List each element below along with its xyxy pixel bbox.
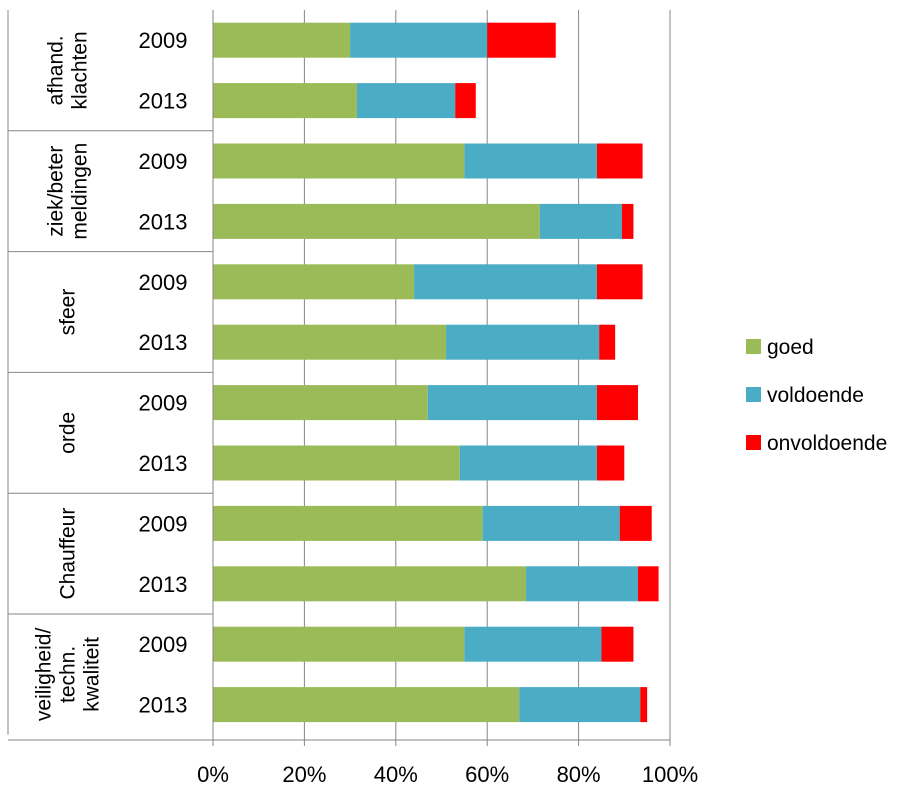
group-label-line: orde bbox=[57, 412, 80, 454]
category-labels: afhand.klachten 2009 2013 ziek/betermelding… bbox=[33, 28, 188, 721]
bar-segment-onvoldoende bbox=[638, 566, 659, 602]
year-label: 2009 bbox=[139, 270, 188, 295]
year-label: 2009 bbox=[139, 632, 188, 657]
bar-segment-voldoende bbox=[356, 83, 456, 119]
group-label-line: kwaliteit bbox=[81, 637, 104, 712]
group-label: orde bbox=[57, 412, 80, 454]
bar-segment-onvoldoende bbox=[487, 22, 556, 58]
bar-segment-onvoldoende bbox=[596, 143, 643, 179]
year-label: 2013 bbox=[139, 209, 188, 234]
bar-segment-voldoende bbox=[519, 687, 641, 723]
group-label-line: veiligheid/ bbox=[33, 628, 56, 722]
bar-segment-goed bbox=[213, 324, 447, 360]
bar-segment-voldoende bbox=[539, 203, 623, 239]
axes bbox=[7, 10, 671, 746]
x-tick-label: 80% bbox=[557, 762, 601, 785]
bar-segment-goed bbox=[213, 687, 520, 723]
year-label: 2009 bbox=[139, 511, 188, 536]
bar-segment-voldoende bbox=[464, 626, 602, 662]
x-tick-label: 60% bbox=[465, 762, 509, 785]
x-tick-label: 100% bbox=[642, 762, 698, 785]
group-label: Chauffeur bbox=[57, 508, 80, 600]
bar-segment-onvoldoende bbox=[596, 264, 643, 300]
group-label-line: techn. bbox=[57, 646, 80, 703]
group-label: afhand.klachten bbox=[45, 31, 92, 109]
bars bbox=[213, 22, 659, 723]
legend-label-onvoldoende: onvoldoende bbox=[767, 432, 887, 455]
group-label-line: meldingen bbox=[69, 143, 92, 240]
legend-label-goed: goed bbox=[767, 336, 814, 359]
bar-segment-voldoende bbox=[427, 385, 597, 421]
year-label: 2013 bbox=[139, 89, 188, 114]
bar-segment-goed bbox=[213, 22, 351, 58]
bar-segment-goed bbox=[213, 566, 527, 602]
bar-segment-voldoende bbox=[446, 324, 600, 360]
x-tick-label: 0% bbox=[197, 762, 229, 785]
x-tick-label: 40% bbox=[374, 762, 418, 785]
group-label: sfeer bbox=[57, 289, 80, 336]
bar-segment-goed bbox=[213, 445, 460, 481]
bar-segment-goed bbox=[213, 505, 483, 541]
year-label: 2013 bbox=[139, 693, 188, 718]
year-label: 2013 bbox=[139, 451, 188, 476]
bar-segment-goed bbox=[213, 203, 540, 239]
bar-segment-onvoldoende bbox=[455, 83, 476, 119]
bar-segment-voldoende bbox=[459, 445, 597, 481]
bar-segment-onvoldoende bbox=[596, 385, 639, 421]
legend: goed voldoende onvoldoende bbox=[746, 336, 887, 455]
bar-segment-goed bbox=[213, 385, 428, 421]
legend-swatch-onvoldoende bbox=[746, 435, 761, 450]
bar-segment-onvoldoende bbox=[596, 445, 625, 481]
year-label: 2009 bbox=[139, 28, 188, 53]
bar-segment-voldoende bbox=[464, 143, 597, 179]
bar-segment-onvoldoende bbox=[599, 324, 616, 360]
bar-segment-goed bbox=[213, 264, 415, 300]
group-label-line: ziek/beter bbox=[45, 146, 68, 237]
year-label: 2009 bbox=[139, 149, 188, 174]
year-label: 2013 bbox=[139, 572, 188, 597]
year-label: 2013 bbox=[139, 330, 188, 355]
legend-swatch-voldoende bbox=[746, 387, 761, 402]
bar-segment-onvoldoende bbox=[619, 505, 652, 541]
group-label: ziek/betermeldingen bbox=[45, 143, 92, 240]
group-label: veiligheid/techn.kwaliteit bbox=[33, 628, 104, 722]
x-axis-tick-labels: 0% 20% 40% 60% 80% 100% bbox=[197, 762, 698, 785]
group-label-line: sfeer bbox=[57, 289, 80, 336]
bar-segment-onvoldoende bbox=[622, 203, 634, 239]
bar-segment-goed bbox=[213, 626, 465, 662]
bar-segment-goed bbox=[213, 83, 357, 119]
group-label-line: Chauffeur bbox=[57, 508, 80, 600]
x-tick-label: 20% bbox=[282, 762, 326, 785]
group-label-line: afhand. bbox=[45, 35, 68, 105]
bar-segment-voldoende bbox=[414, 264, 597, 300]
legend-swatch-goed bbox=[746, 339, 761, 354]
year-label: 2009 bbox=[139, 391, 188, 416]
group-label-line: klachten bbox=[69, 31, 92, 109]
bar-segment-onvoldoende bbox=[640, 687, 648, 723]
bar-segment-goed bbox=[213, 143, 465, 179]
bar-segment-voldoende bbox=[482, 505, 620, 541]
bar-segment-voldoende bbox=[350, 22, 488, 58]
bar-segment-onvoldoende bbox=[601, 626, 634, 662]
legend-label-voldoende: voldoende bbox=[767, 384, 864, 407]
gridlines bbox=[303, 10, 671, 740]
bar-segment-voldoende bbox=[526, 566, 639, 602]
